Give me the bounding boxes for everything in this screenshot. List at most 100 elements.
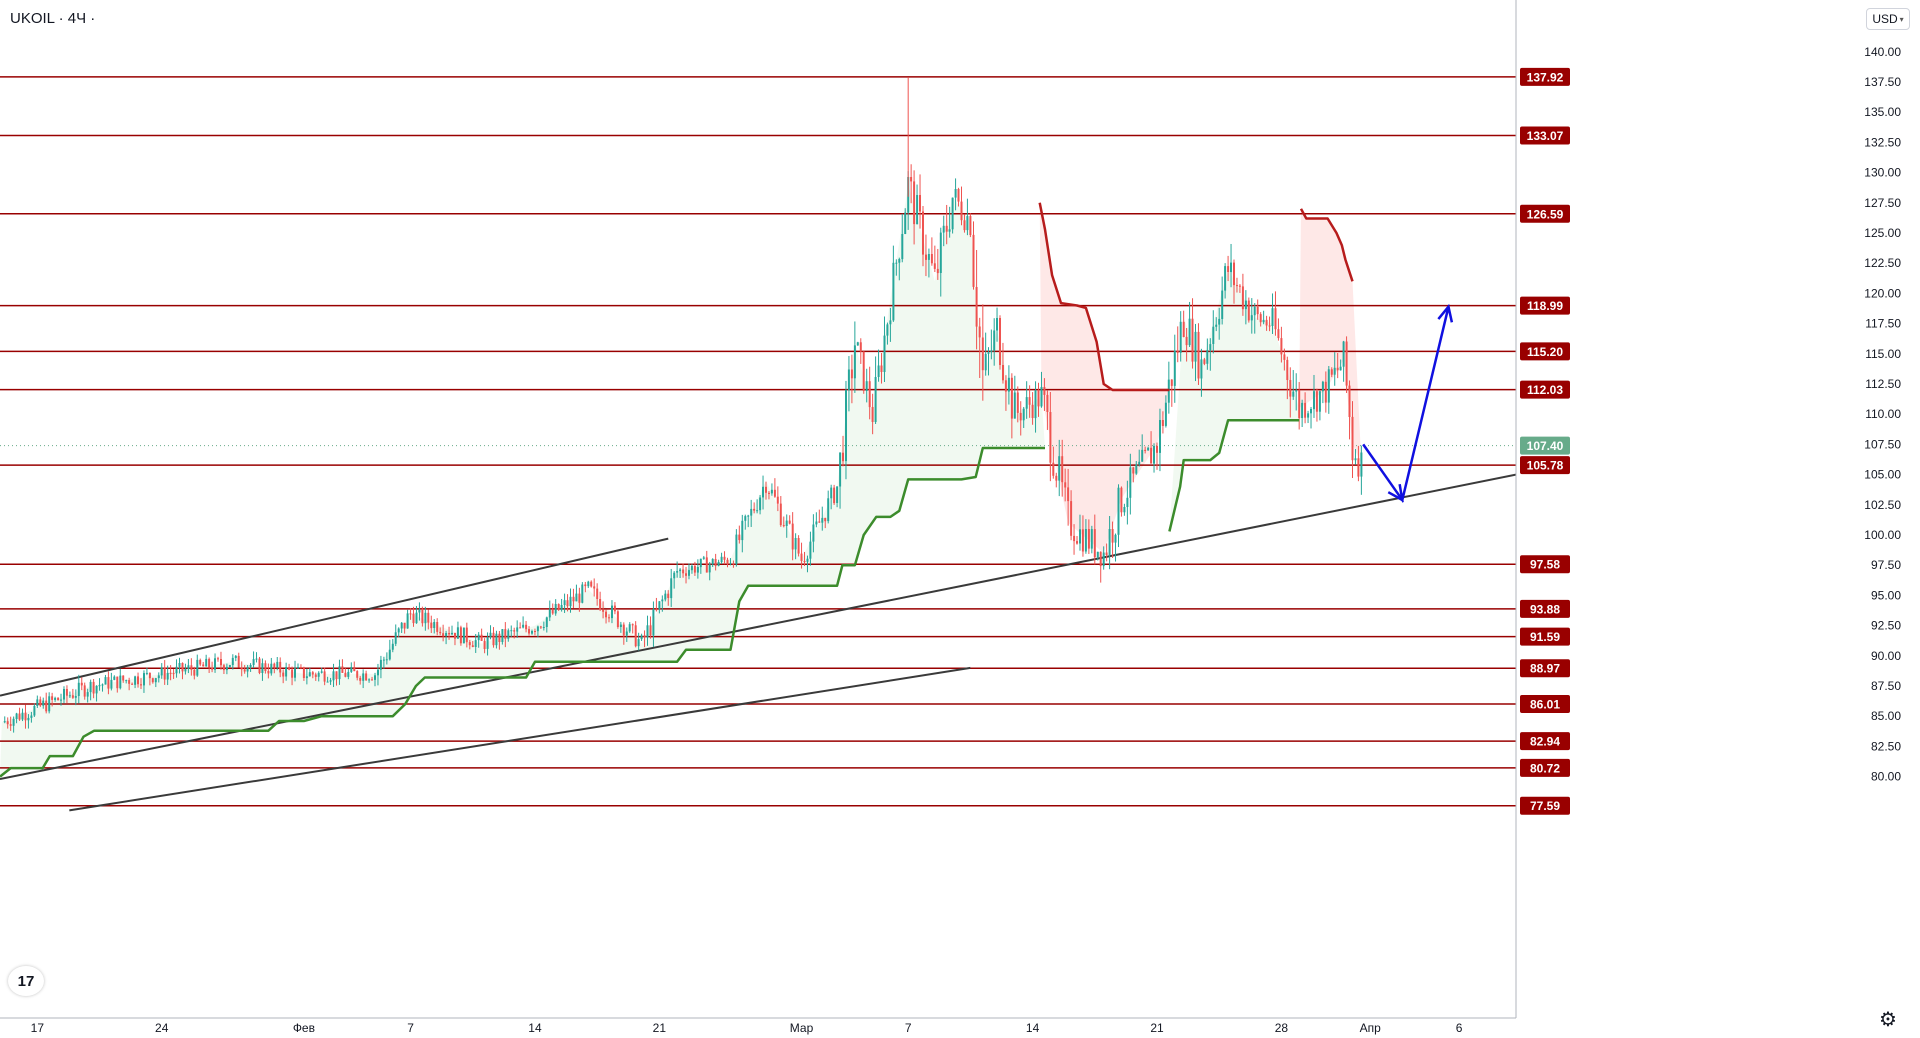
y-tick-label: 90.00 <box>1871 649 1901 663</box>
level-label: 118.99 <box>1527 299 1563 313</box>
candle-body <box>51 696 54 700</box>
level-label-bg <box>1520 599 1570 618</box>
candle-body <box>747 515 750 517</box>
candle-body <box>175 666 178 674</box>
x-tick-label: 7 <box>905 1021 912 1035</box>
candle-body <box>1138 461 1141 465</box>
candle-body <box>670 578 673 599</box>
candle-body <box>362 673 365 681</box>
logo-label: 17 <box>17 972 35 990</box>
candle-body <box>531 631 533 634</box>
candle-body <box>1318 391 1321 412</box>
candle-body <box>1253 306 1256 316</box>
candle-body <box>148 672 151 679</box>
candle-body <box>593 586 596 589</box>
currency-selector[interactable]: USD ▾ <box>1866 8 1910 30</box>
candle-body <box>608 617 610 619</box>
candle-body <box>708 564 711 573</box>
candle-body <box>228 665 231 667</box>
candle-body <box>347 671 350 677</box>
candle-body <box>839 452 842 487</box>
candle-body <box>1315 391 1318 412</box>
x-tick-label: Фев <box>293 1021 315 1035</box>
candle-body <box>972 234 975 287</box>
candle-body <box>1117 487 1120 535</box>
candle-body <box>341 666 344 673</box>
candle-body <box>744 516 747 521</box>
candle-body <box>1215 324 1218 327</box>
candle-body <box>397 628 400 633</box>
candle-body <box>1120 487 1123 513</box>
candle-body <box>865 381 868 391</box>
candle-body <box>643 635 646 638</box>
candle-body <box>791 523 794 550</box>
candle-body <box>1016 392 1019 413</box>
candle-body <box>1019 412 1022 421</box>
candle-body <box>113 676 116 680</box>
candle-body <box>439 631 442 634</box>
candle-body <box>285 667 288 677</box>
candle-body <box>1203 359 1206 364</box>
candle-body <box>1025 397 1028 409</box>
candle-body <box>1102 552 1105 567</box>
candle-body <box>1114 534 1117 543</box>
symbol-title[interactable]: UKOIL · 4Ч · <box>10 10 96 27</box>
candle-body <box>628 624 631 632</box>
candle-body <box>711 559 714 565</box>
candle-body <box>551 609 554 614</box>
candle-body <box>1156 446 1158 453</box>
tradingview-logo-icon[interactable]: 17 <box>8 966 44 996</box>
candle-body <box>1351 416 1354 461</box>
candle-body <box>726 559 729 565</box>
candle-body <box>693 565 696 573</box>
candle-body <box>119 675 122 689</box>
level-label-bg <box>1520 732 1570 751</box>
gear-icon[interactable]: ⚙ <box>1879 1008 1897 1031</box>
candle-body <box>827 498 830 522</box>
candle-body <box>1289 380 1292 397</box>
candle-body <box>1182 321 1185 337</box>
candle-body <box>1049 412 1052 463</box>
candle-body <box>406 613 409 629</box>
candle-body <box>729 563 732 565</box>
last-price-label-bg <box>1520 436 1570 455</box>
candle-body <box>190 665 193 670</box>
candle-body <box>302 667 305 678</box>
candle-body <box>125 680 128 682</box>
candle-body <box>1197 331 1200 379</box>
candle-body <box>1028 397 1031 405</box>
candle-body <box>1010 377 1013 419</box>
candle-body <box>1070 501 1073 536</box>
candle-body <box>542 627 545 628</box>
candle-body <box>1206 350 1209 364</box>
y-tick-label: 140.00 <box>1864 45 1901 59</box>
candle-body <box>368 679 371 681</box>
candle-body <box>1345 341 1348 386</box>
candle-body <box>305 676 308 679</box>
candle-body <box>696 567 699 573</box>
candle-body <box>140 684 142 686</box>
candle-body <box>471 645 474 647</box>
candle-body <box>445 633 448 636</box>
candle-body <box>1129 467 1132 498</box>
candle-body <box>1161 420 1164 426</box>
candle-body <box>427 612 430 623</box>
level-label-bg <box>1520 758 1570 777</box>
candle-body <box>451 632 453 635</box>
candle-body <box>255 658 258 660</box>
candle-body <box>68 695 71 697</box>
candle-body <box>169 672 172 674</box>
candle-body <box>258 658 261 673</box>
candle-body <box>116 676 119 689</box>
candle-body <box>877 365 880 377</box>
candle-body <box>178 663 181 667</box>
chevron-down-icon: ▾ <box>1899 14 1904 24</box>
candle-body <box>664 593 667 600</box>
y-tick-label: 120.00 <box>1864 286 1901 300</box>
candle-body <box>762 486 764 498</box>
candle-body <box>996 318 998 331</box>
candle-body <box>297 667 299 669</box>
candle-body <box>83 685 86 697</box>
candle-body <box>1064 482 1067 488</box>
